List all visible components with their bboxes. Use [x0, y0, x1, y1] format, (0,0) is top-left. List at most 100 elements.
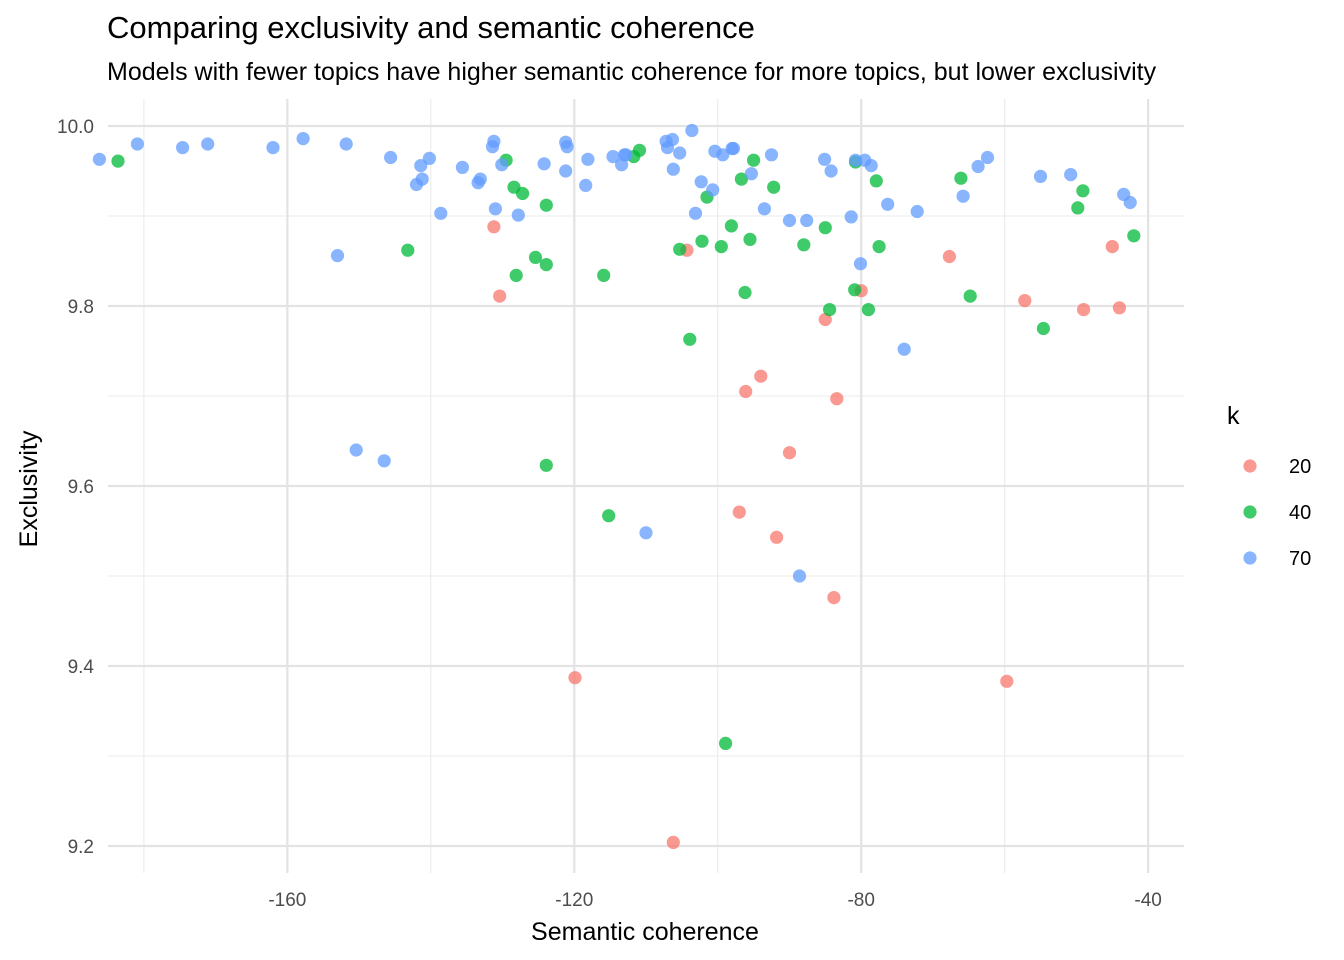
data-point-k40: [797, 238, 811, 252]
data-point-k20: [568, 671, 582, 685]
data-point-k70: [1123, 195, 1137, 210]
chart-title: Comparing exclusivity and semantic coher…: [107, 10, 755, 45]
legend-label-70: 70: [1289, 548, 1311, 570]
y-tick-label: 9.2: [68, 837, 94, 858]
data-point-k70: [706, 183, 720, 197]
data-point-k70: [349, 443, 363, 457]
data-point-k20: [754, 369, 768, 383]
x-tick-label: -120: [555, 890, 593, 911]
x-tick-label: -160: [268, 890, 306, 911]
x-tick-label: -80: [847, 890, 874, 911]
data-point-k40: [401, 243, 415, 257]
data-point-k40: [539, 198, 553, 212]
legend-key-20: [1243, 459, 1257, 473]
data-point-k20: [770, 530, 784, 544]
legend: k 20 40 70: [1227, 402, 1311, 570]
data-point-k40: [1071, 201, 1085, 215]
data-point-k20: [1018, 294, 1032, 308]
data-point-k70: [266, 141, 280, 155]
data-point-k20: [818, 312, 832, 327]
legend-key-70: [1243, 551, 1257, 565]
data-point-k70: [130, 137, 144, 151]
data-point-k70: [581, 152, 595, 166]
data-point-k70: [579, 178, 593, 192]
data-point-k20: [493, 289, 507, 303]
data-point-k70: [726, 141, 741, 156]
data-point-k70: [615, 158, 629, 172]
data-point-k70: [537, 157, 551, 171]
data-point-k40: [683, 332, 697, 346]
data-point-k40: [872, 240, 886, 254]
data-point-k70: [956, 189, 970, 203]
data-point-k70: [1064, 168, 1078, 182]
data-point-k70: [471, 176, 485, 190]
data-point-k70: [511, 208, 525, 222]
data-point-k40: [954, 171, 968, 185]
data-point-k40: [848, 283, 862, 297]
data-point-k40: [695, 234, 709, 248]
chart-subtitle: Models with fewer topics have higher sem…: [107, 58, 1157, 86]
legend-key-40: [1243, 505, 1257, 519]
data-point-k40: [1127, 229, 1141, 243]
data-point-k20: [1105, 240, 1119, 254]
data-point-k70: [176, 141, 190, 155]
data-point-k70: [864, 159, 878, 173]
data-point-k40: [714, 240, 728, 254]
data-point-k70: [673, 146, 687, 160]
data-point-k70: [559, 164, 573, 178]
data-point-k70: [694, 175, 708, 189]
x-tick-label: -40: [1134, 890, 1161, 911]
data-point-k40: [963, 289, 977, 303]
data-point-k70: [971, 159, 985, 174]
data-point-k70: [688, 206, 703, 220]
data-point-k40: [724, 219, 739, 233]
data-point-k70: [818, 152, 832, 166]
data-point-k70: [844, 210, 858, 224]
data-point-k70: [757, 202, 772, 216]
data-point-k70: [606, 150, 620, 164]
data-point-k70: [488, 202, 502, 216]
data-point-k40: [602, 509, 616, 523]
data-point-k70: [495, 158, 509, 172]
data-point-k70: [824, 164, 838, 178]
data-point-k40: [734, 172, 749, 186]
data-point-k40: [597, 268, 611, 282]
y-axis-ticks: 9.2 9.4 9.6 9.8 10.0: [57, 117, 94, 858]
data-point-k20: [739, 384, 753, 399]
data-point-k40: [869, 174, 883, 188]
data-point-k20: [942, 249, 957, 264]
data-point-k70: [897, 342, 911, 356]
data-point-k20: [782, 446, 797, 460]
y-tick-label: 9.6: [68, 477, 94, 498]
data-point-k70: [339, 137, 353, 151]
data-points: [92, 123, 1141, 850]
data-point-k70: [782, 213, 797, 228]
y-tick-label: 10.0: [57, 117, 94, 138]
data-point-k70: [296, 132, 310, 146]
data-point-k70: [377, 454, 391, 468]
data-point-k20: [1000, 674, 1014, 688]
y-tick-label: 9.8: [68, 297, 94, 318]
data-point-k70: [853, 257, 868, 271]
x-axis-ticks: -160 -120 -80 -40: [268, 890, 1162, 911]
data-point-k70: [666, 162, 680, 176]
data-point-k70: [455, 160, 469, 174]
data-point-k70: [201, 137, 215, 151]
data-point-k70: [619, 148, 633, 162]
data-point-k40: [719, 736, 733, 751]
data-point-k40: [1036, 321, 1050, 336]
data-point-k70: [409, 177, 424, 192]
data-point-k40: [1076, 184, 1090, 198]
data-point-k70: [660, 141, 675, 155]
data-point-k40: [861, 303, 876, 317]
data-point-k40: [539, 458, 553, 472]
data-point-k70: [434, 206, 448, 220]
data-point-k70: [414, 159, 428, 173]
data-point-k40: [111, 154, 125, 168]
legend-title: k: [1227, 402, 1240, 430]
data-point-k40: [528, 250, 543, 264]
data-point-k40: [818, 221, 832, 235]
data-point-k70: [764, 148, 779, 162]
data-point-k20: [1077, 303, 1091, 317]
data-point-k40: [747, 153, 761, 167]
